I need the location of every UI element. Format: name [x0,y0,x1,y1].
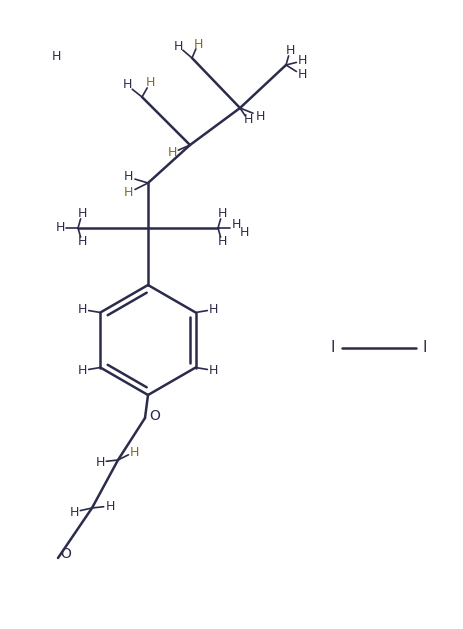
Text: H: H [193,38,202,50]
Text: H: H [95,455,105,469]
Text: H: H [255,109,264,123]
Text: H: H [77,235,87,248]
Text: H: H [77,208,87,221]
Text: H: H [243,113,252,126]
Text: H: H [297,69,306,82]
Text: H: H [122,79,131,91]
Text: H: H [297,55,306,67]
Text: H: H [231,218,240,231]
Text: H: H [285,45,294,57]
Text: O: O [149,409,160,423]
Text: H: H [167,147,176,160]
Text: H: H [123,187,132,199]
Text: H: H [145,77,154,89]
Text: H: H [69,506,79,518]
Text: H: H [55,221,64,235]
Text: O: O [61,547,71,561]
Text: H: H [217,208,226,221]
Text: H: H [77,364,87,377]
Text: H: H [105,499,114,513]
Text: I: I [330,340,335,355]
Text: H: H [123,170,132,184]
Text: H: H [208,303,218,316]
Text: H: H [208,364,218,377]
Text: H: H [239,226,248,240]
Text: H: H [173,40,182,52]
Text: I: I [422,340,426,355]
Text: H: H [129,445,138,459]
Text: H: H [77,303,87,316]
Text: H: H [51,50,61,64]
Text: H: H [217,235,226,248]
